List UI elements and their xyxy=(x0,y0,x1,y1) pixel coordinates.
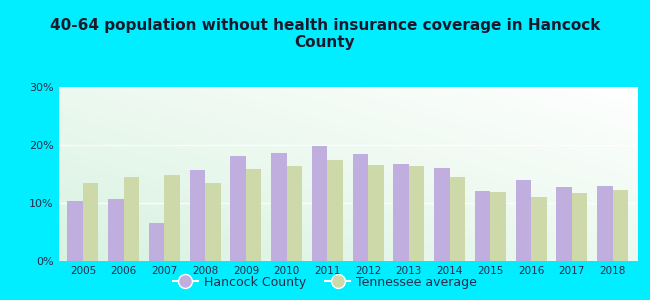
Bar xyxy=(393,164,409,261)
Bar xyxy=(312,146,328,261)
Bar xyxy=(108,199,124,261)
Bar xyxy=(164,175,180,261)
Bar xyxy=(531,197,547,261)
Bar xyxy=(409,166,424,261)
Bar xyxy=(287,167,302,261)
Bar xyxy=(124,177,139,261)
Bar xyxy=(612,190,628,261)
Bar xyxy=(515,180,531,261)
Bar xyxy=(328,160,343,261)
Bar xyxy=(490,192,506,261)
Legend: Hancock County, Tennessee average: Hancock County, Tennessee average xyxy=(168,271,482,294)
Bar xyxy=(271,152,287,261)
Bar xyxy=(572,193,588,261)
Bar xyxy=(230,156,246,261)
Bar xyxy=(246,169,261,261)
Bar xyxy=(434,168,450,261)
Bar xyxy=(597,186,612,261)
Bar xyxy=(353,154,368,261)
Bar xyxy=(556,187,572,261)
Bar xyxy=(190,170,205,261)
Bar xyxy=(205,183,220,261)
Bar xyxy=(450,177,465,261)
Bar xyxy=(368,165,384,261)
Text: 40-64 population without health insurance coverage in Hancock
County: 40-64 population without health insuranc… xyxy=(50,18,600,50)
Bar xyxy=(68,201,83,261)
Bar xyxy=(475,191,490,261)
Bar xyxy=(83,183,98,261)
Bar xyxy=(149,223,164,261)
